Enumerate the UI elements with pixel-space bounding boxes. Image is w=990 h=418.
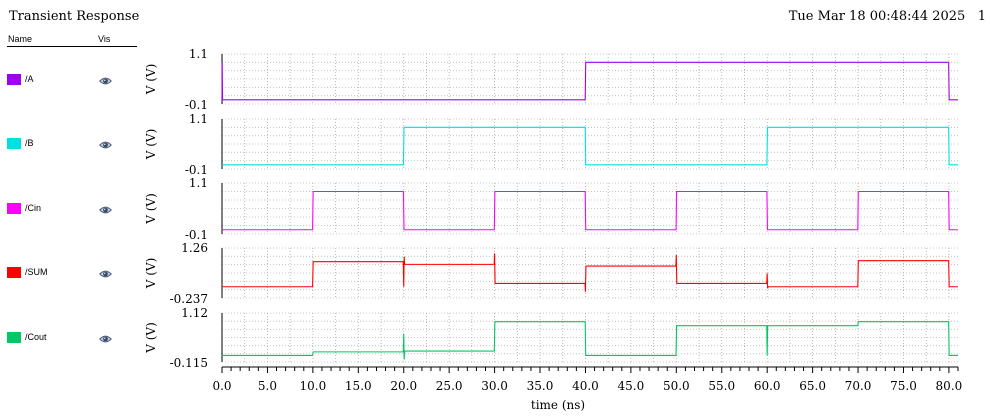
y-axis-label: V (V) [144,258,158,290]
series-line [222,126,958,166]
x-tick-label: 5.0 [258,379,277,393]
legend-item[interactable]: /A [7,74,137,88]
eye-icon[interactable] [99,203,112,215]
y-tick-label: 1.12 [181,306,208,320]
legend-item[interactable]: /Cout [7,332,137,346]
x-tick-label: 35.0 [527,379,554,393]
legend-name-header: Name [8,34,33,44]
y-tick-label: -0.1 [185,228,208,242]
y-tick-label: 1.1 [189,112,208,126]
legend-label: /Cout [25,332,47,342]
x-tick-label: 75.0 [890,379,917,393]
x-tick-label: 60.0 [754,379,781,393]
legend-header: Name Vis [7,34,137,47]
x-tick-label: 30.0 [481,379,508,393]
series-line [222,321,958,360]
y-tick-label: 1.1 [189,47,208,61]
eye-icon[interactable] [99,267,112,279]
y-tick-label: 1.1 [189,176,208,190]
y-tick-label: 1.26 [181,241,208,255]
y-tick-label: -0.1 [185,163,208,177]
x-tick-label: 0.0 [212,379,231,393]
y-axis-label: V (V) [144,193,158,225]
x-tick-label: 15.0 [345,379,372,393]
x-tick-label: 70.0 [845,379,872,393]
y-axis-label: V (V) [144,64,158,96]
legend-swatch [7,203,21,214]
x-axis-label: time (ns) [531,398,585,412]
eye-icon[interactable] [99,138,112,150]
window-title: Transient Response [9,9,140,24]
x-tick-label: 50.0 [663,379,690,393]
legend-item[interactable]: /Cin [7,203,137,217]
legend-item[interactable]: /SUM [7,267,137,281]
x-tick-label: 40.0 [572,379,599,393]
y-tick-label: -0.1 [185,98,208,112]
eye-icon[interactable] [99,74,112,86]
x-tick-label: 25.0 [436,379,463,393]
legend-swatch [7,267,21,278]
x-tick-label: 20.0 [390,379,417,393]
legend-swatch [7,74,21,85]
legend-label: /B [25,138,34,148]
y-tick-label: -0.115 [170,356,208,370]
legend-label: /Cin [25,203,42,213]
y-axis-label: V (V) [144,322,158,354]
x-tick-label: 45.0 [618,379,645,393]
legend-item[interactable]: /B [7,138,137,152]
legend-swatch [7,138,21,149]
legend-swatch [7,332,21,343]
legend-label: /SUM [25,267,48,277]
eye-icon[interactable] [99,332,112,344]
x-tick-label: 10.0 [300,379,327,393]
x-tick-label: 80.0 [936,379,963,393]
series-line [222,190,958,231]
legend-vis-header: Vis [98,34,111,44]
x-tick-label: 65.0 [799,379,826,393]
y-axis-label: V (V) [144,129,158,161]
series-line [222,253,958,292]
series-line [221,61,958,101]
legend-label: /A [25,74,34,84]
datestamp: Tue Mar 18 00:48:44 2025 1 [788,9,986,24]
x-tick-label: 55.0 [708,379,735,393]
y-tick-label: -0.237 [170,292,208,306]
